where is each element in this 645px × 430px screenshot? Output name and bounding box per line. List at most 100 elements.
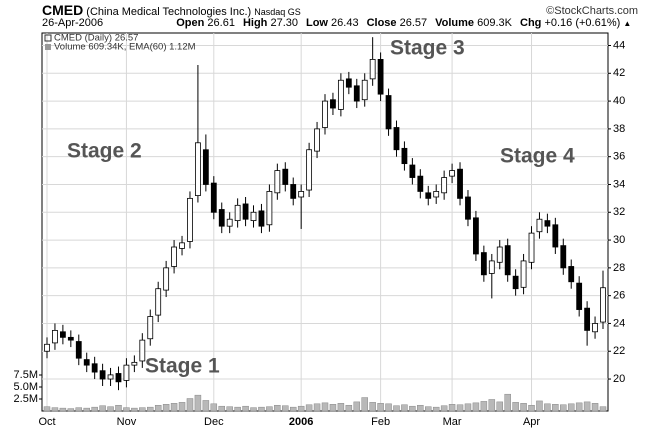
candle-body bbox=[179, 242, 185, 249]
volume-bar bbox=[258, 406, 265, 412]
y-tick-label: 20 bbox=[613, 373, 625, 385]
y-tick-label: 38 bbox=[613, 123, 625, 135]
legend-entry: CMED (Daily) 26.57 bbox=[54, 33, 138, 44]
candle-body bbox=[512, 275, 519, 290]
candle-body bbox=[330, 99, 336, 109]
stat-label: Volume bbox=[435, 17, 475, 29]
y-tick-label: 26 bbox=[613, 290, 625, 302]
stat: Volume 609.3K bbox=[427, 17, 512, 29]
y-tick-label: 28 bbox=[613, 262, 625, 274]
y-tick-label: 32 bbox=[613, 206, 625, 218]
volume-bar bbox=[115, 404, 122, 412]
volume-bar bbox=[99, 405, 106, 412]
up-triangle: ▲ bbox=[623, 19, 632, 28]
candle-body bbox=[385, 95, 392, 130]
volume-bar bbox=[560, 404, 567, 412]
header-line: CMED (China Medical Technologies Inc.) N… bbox=[42, 2, 642, 18]
volume-bar bbox=[369, 402, 376, 412]
volume-bar bbox=[472, 402, 480, 412]
candle-body bbox=[473, 217, 479, 255]
volume-bar bbox=[83, 407, 90, 412]
candle-body bbox=[377, 59, 384, 95]
volume-bar bbox=[194, 394, 202, 412]
volume-bar bbox=[345, 404, 353, 412]
candle-body bbox=[528, 232, 535, 263]
candle-body bbox=[433, 191, 440, 198]
volume-bar bbox=[218, 405, 225, 412]
volume-bar bbox=[448, 404, 456, 412]
volume-bar bbox=[250, 407, 257, 412]
candle-body bbox=[568, 266, 575, 283]
stat: Chg +0.16 (+0.61%) bbox=[512, 17, 620, 29]
legend-entry: Volume 609.34K, EMA(60) 1.12M bbox=[54, 42, 196, 53]
candle-body bbox=[115, 373, 122, 383]
volume-bar bbox=[544, 403, 551, 412]
stats: Open 26.61 High 27.30 Low 26.43 Close 26.57… bbox=[168, 17, 620, 29]
annotation: Stage 1 bbox=[145, 355, 220, 378]
volume-bar bbox=[464, 403, 472, 412]
volume-bar bbox=[536, 400, 543, 412]
candle-body bbox=[44, 343, 50, 352]
volume-bar bbox=[552, 404, 559, 412]
candle-body bbox=[417, 175, 424, 192]
symbol: CMED bbox=[42, 2, 84, 18]
volume-bar bbox=[377, 403, 384, 412]
candle-body bbox=[218, 209, 225, 227]
stat-value: 609.3K bbox=[477, 17, 512, 29]
volume-bar bbox=[289, 406, 297, 412]
stat-label: Close bbox=[366, 17, 397, 29]
x-tick-label: Dec bbox=[204, 416, 224, 428]
x-tick-label: Mar bbox=[443, 416, 462, 428]
volume-bar bbox=[305, 404, 313, 412]
volume-bar bbox=[154, 404, 162, 412]
candle-body bbox=[202, 149, 209, 185]
volume-bar bbox=[329, 404, 337, 412]
volume-bar bbox=[59, 407, 67, 412]
volume-bar bbox=[234, 406, 241, 412]
date: 26-Apr-2006 bbox=[42, 17, 104, 29]
volume-bar bbox=[321, 402, 329, 412]
y-tick-label: 40 bbox=[613, 95, 625, 107]
volume-bar bbox=[417, 404, 424, 412]
x-tick-label: Feb bbox=[371, 416, 390, 428]
volume-bar bbox=[337, 403, 345, 412]
candle-body bbox=[242, 203, 249, 220]
candle-body bbox=[75, 341, 82, 359]
annotation: Stage 2 bbox=[67, 140, 142, 163]
volume-bar bbox=[123, 407, 130, 412]
candle-body bbox=[131, 361, 138, 366]
stat: Close 26.57 bbox=[359, 17, 428, 29]
volume-bar bbox=[162, 404, 170, 412]
volume-bar bbox=[528, 404, 535, 412]
candle-body bbox=[187, 197, 193, 242]
candle-body bbox=[123, 364, 130, 381]
volume-bar bbox=[274, 404, 281, 412]
candle-body bbox=[465, 196, 471, 220]
candle-body bbox=[266, 191, 273, 226]
candle-body bbox=[234, 204, 241, 222]
candle-body bbox=[67, 336, 74, 341]
volume-bar bbox=[353, 401, 361, 412]
stat-value: 26.43 bbox=[331, 17, 359, 29]
volume-bar bbox=[67, 408, 75, 412]
candle-body bbox=[584, 307, 591, 331]
y-tick-label: 42 bbox=[613, 67, 625, 79]
volume-bar bbox=[504, 393, 511, 412]
candle-body bbox=[195, 142, 201, 196]
volume-bar bbox=[43, 406, 51, 412]
candle-body bbox=[139, 339, 146, 362]
x-tick-label: Apr bbox=[523, 416, 540, 428]
volume-bar bbox=[401, 404, 408, 412]
volume-bar bbox=[575, 402, 583, 412]
volume-bar bbox=[51, 407, 59, 412]
candle-body bbox=[393, 127, 400, 151]
volume-bar bbox=[393, 405, 400, 412]
volume-bar bbox=[409, 405, 416, 412]
volume-bar bbox=[425, 406, 432, 412]
volume-bar bbox=[266, 406, 273, 412]
volume-bar bbox=[139, 407, 146, 412]
candle-body bbox=[369, 59, 376, 80]
candle-body bbox=[353, 85, 360, 102]
y2-tick-label: 2.5M bbox=[14, 393, 38, 405]
stat-label: Low bbox=[305, 17, 328, 29]
